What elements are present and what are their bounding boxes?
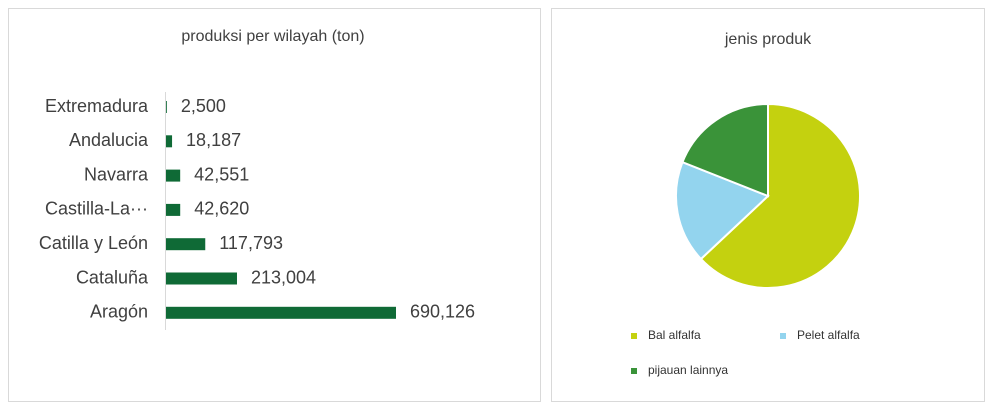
- value-label: 18,187: [186, 130, 241, 150]
- category-label: Andalucia: [69, 130, 149, 150]
- category-label: Extremadura: [45, 96, 149, 116]
- pie-slice: [699, 102, 861, 289]
- legend-marker: [631, 333, 637, 339]
- category-label: Navarra: [84, 164, 149, 184]
- legend-marker: [780, 333, 786, 339]
- legend-label: Pelet alfalfa: [797, 328, 860, 342]
- category-label: Castilla-La···: [45, 199, 148, 219]
- chart-title: produksi per wilayah (ton): [181, 28, 364, 45]
- bar: [166, 101, 167, 113]
- bar: [166, 272, 237, 285]
- value-label: 117,793: [219, 233, 283, 253]
- value-label: 2,500: [181, 96, 226, 116]
- pie-slice: [681, 102, 769, 198]
- bar: [166, 306, 396, 319]
- category-label: Cataluña: [76, 267, 149, 287]
- category-label: Catilla y León: [39, 233, 148, 253]
- bar: [166, 238, 206, 251]
- legend-label: Bal alfalfa: [648, 328, 701, 342]
- value-label: 213,004: [251, 267, 316, 287]
- value-label: 42,551: [194, 164, 249, 184]
- bar: [166, 169, 181, 182]
- value-label: 42,620: [194, 199, 249, 219]
- bar: [166, 135, 173, 148]
- chart-title: jenis produk: [724, 31, 812, 48]
- bar-panel: [8, 8, 541, 402]
- pie-slice: [675, 160, 770, 261]
- bar: [166, 203, 181, 216]
- legend-marker: [631, 368, 637, 374]
- legend-label: pijauan lainnya: [648, 363, 728, 377]
- value-label: 690,126: [410, 302, 475, 322]
- category-label: Aragón: [90, 302, 148, 322]
